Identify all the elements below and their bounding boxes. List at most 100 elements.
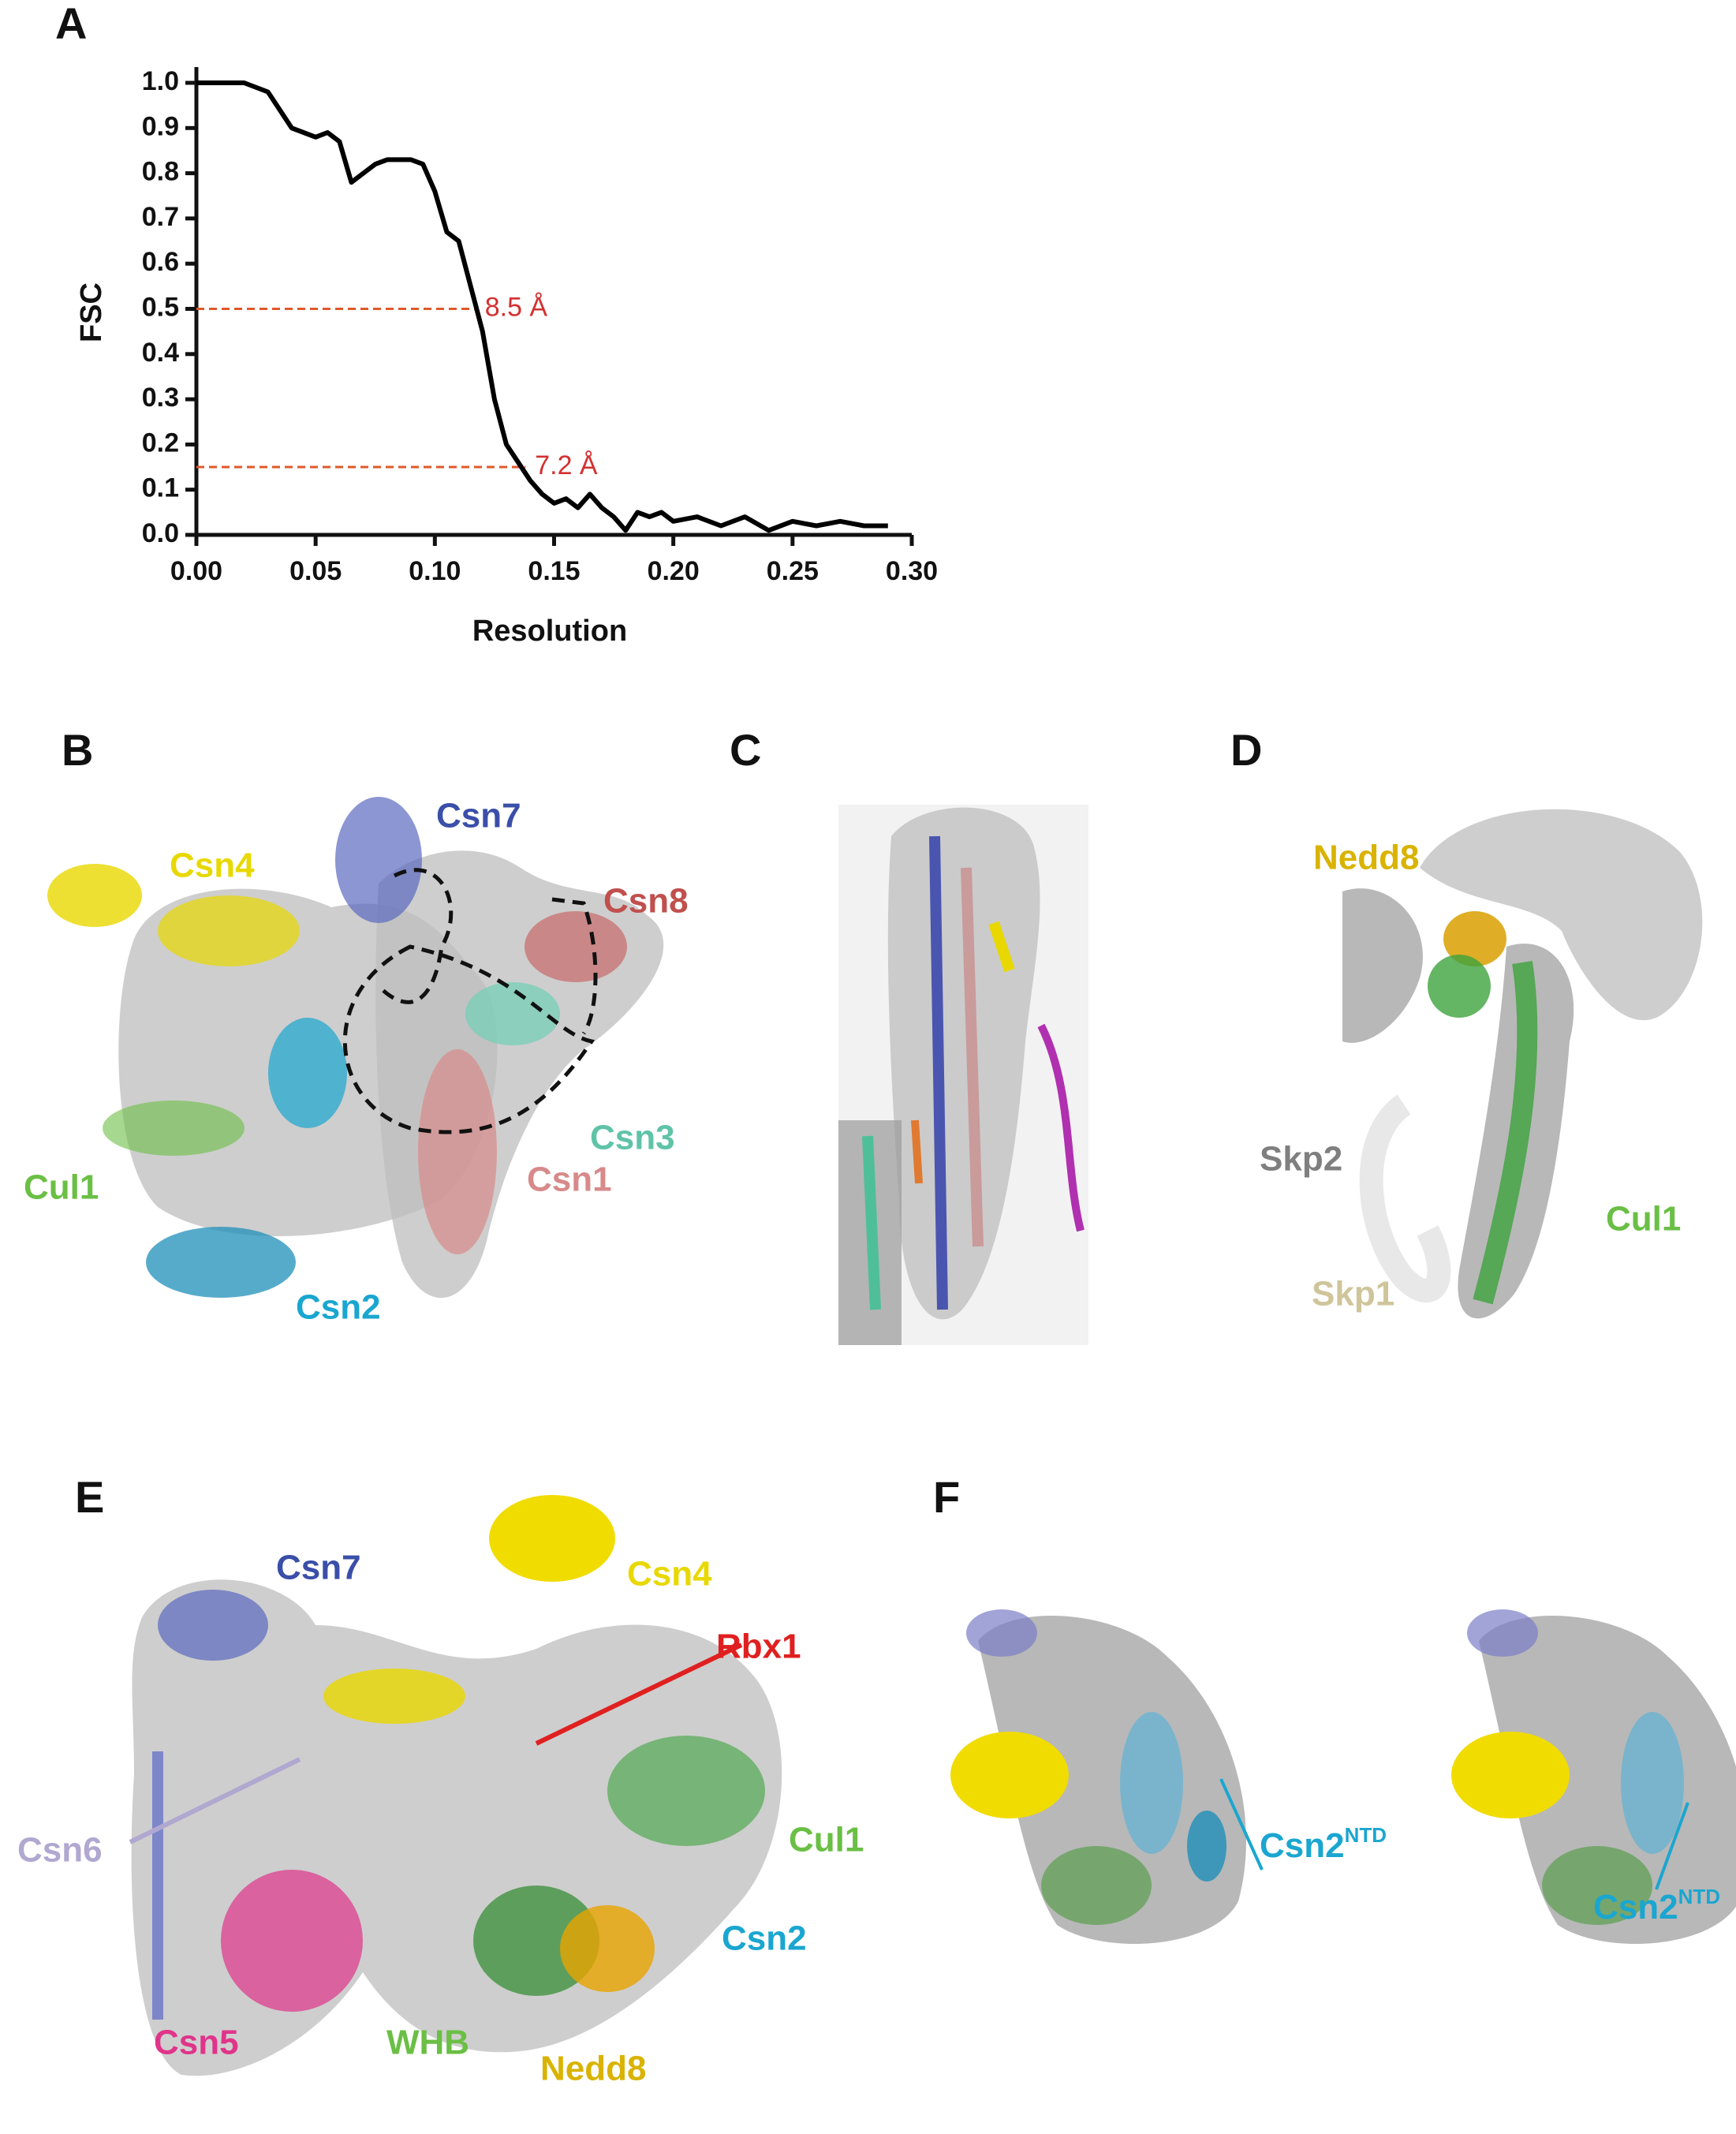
chain [1542, 1846, 1652, 1925]
y-tick-label: 0.7 [142, 202, 179, 232]
chain [47, 864, 142, 927]
y-tick-label: 0.6 [142, 247, 179, 277]
chain [525, 911, 627, 982]
label: Cul1 [1606, 1200, 1681, 1239]
label: Csn5 [154, 2024, 239, 2062]
annotation: 8.5 Å [485, 292, 548, 322]
y-tick-label: 0.2 [142, 428, 179, 458]
label: Cul1 [24, 1168, 99, 1207]
structure-image [838, 805, 1088, 1345]
density [1479, 1616, 1736, 1944]
label: Csn2NTD [1593, 1885, 1720, 1927]
y-tick-label: 1.0 [142, 66, 179, 96]
label-superscript: NTD [1345, 1823, 1387, 1847]
label: Skp2 [1260, 1140, 1342, 1179]
helix [911, 1119, 923, 1184]
outline [551, 897, 598, 1035]
helix [862, 1135, 881, 1310]
structure-image [129, 1495, 782, 2076]
label: Csn4 [170, 846, 255, 885]
x-tick-label: 0.15 [528, 556, 580, 586]
label-text: Csn2 [1260, 1826, 1345, 1865]
panel-letter: D [1230, 725, 1262, 775]
y-tick-label: 0.1 [142, 473, 179, 503]
fsc-curve [196, 80, 888, 533]
chain [268, 1018, 347, 1128]
structure-image [950, 1609, 1736, 1944]
y-tick-label: 0.4 [142, 338, 179, 368]
chain [489, 1495, 615, 1582]
chain [966, 1609, 1037, 1657]
label: Csn7 [436, 797, 521, 835]
helix [988, 921, 1015, 973]
chain [1473, 961, 1538, 1305]
panel-letter: B [62, 725, 93, 775]
label: Csn2 [722, 1919, 807, 1958]
chain [560, 1905, 655, 1992]
density [1342, 888, 1423, 1043]
chain [1187, 1811, 1226, 1882]
chain [1428, 955, 1491, 1018]
label: Nedd8 [540, 2050, 646, 2088]
panel-letter: E [75, 1472, 104, 1522]
chain [465, 982, 560, 1045]
helix [1037, 1023, 1085, 1232]
y-tick-label: 0.0 [142, 518, 179, 548]
y-tick-label: 0.9 [142, 111, 179, 141]
pointer [1655, 1802, 1689, 1890]
x-tick-label: 0.20 [648, 556, 700, 586]
label: Csn1 [527, 1160, 612, 1199]
chain [1451, 1732, 1570, 1818]
outline [343, 944, 595, 1134]
panel-letter: C [730, 725, 761, 775]
chain [335, 797, 422, 923]
chain [323, 1669, 465, 1724]
label: Csn4 [627, 1555, 712, 1594]
y-tick-label: 0.3 [142, 383, 179, 413]
structure-image [47, 797, 664, 1299]
label: Csn7 [276, 1549, 361, 1587]
x-axis-label: Resolution [472, 615, 627, 648]
label: Csn2NTD [1260, 1823, 1387, 1865]
pointer [1219, 1778, 1264, 1871]
panel-letter: A [55, 0, 87, 48]
label: Csn6 [17, 1831, 103, 1870]
chain [607, 1736, 765, 1846]
label: Csn3 [590, 1119, 675, 1157]
label: Cul1 [789, 1821, 864, 1859]
chain [1120, 1712, 1183, 1854]
chain [146, 1227, 296, 1298]
y-axis-label: FSC [75, 282, 108, 342]
pointer [129, 1757, 301, 1844]
chain [103, 1101, 245, 1156]
chain [950, 1732, 1069, 1818]
label: Skp1 [1312, 1275, 1394, 1314]
label: Csn8 [603, 882, 689, 921]
chain [1041, 1846, 1152, 1925]
helix [961, 867, 984, 1247]
x-tick-label: 0.30 [886, 556, 938, 586]
label: Rbx1 [716, 1628, 801, 1666]
chain [1443, 911, 1506, 966]
chain [158, 1590, 268, 1661]
density [978, 1615, 1246, 1944]
density [1420, 809, 1703, 1021]
chain [1467, 1609, 1538, 1657]
panel-letter: F [933, 1472, 960, 1522]
x-tick-label: 0.25 [767, 556, 819, 586]
fsc-chart: 0.0 0.1 0.2 0.3 0.4 0.5 0.6 0.7 0.8 0.9 1.0 0.00 0.0… [142, 66, 938, 586]
x-tick-label: 0.05 [289, 556, 342, 586]
label: Nedd8 [1313, 839, 1419, 877]
y-tick-label: 0.8 [142, 157, 179, 187]
x-tick-label: 0.00 [170, 556, 222, 586]
y-tick-label: 0.5 [142, 292, 179, 322]
label: WHB [386, 2024, 469, 2062]
structure-image [1342, 809, 1703, 1319]
outline [377, 868, 454, 1004]
chain [1359, 1094, 1451, 1302]
chain [221, 1870, 363, 2012]
x-tick-label: 0.10 [409, 556, 461, 586]
chain [1621, 1712, 1684, 1854]
label-text: Csn2 [1593, 1888, 1678, 1927]
